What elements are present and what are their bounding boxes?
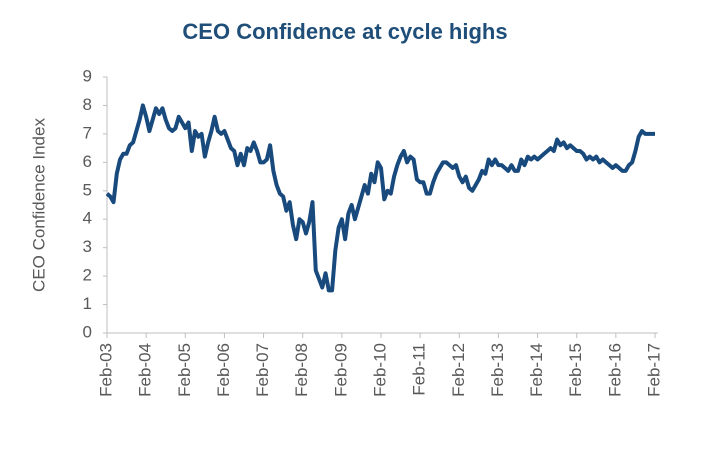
x-tick-label: Feb-16 [605, 343, 624, 397]
x-tick-label: Feb-11 [410, 343, 429, 396]
x-tick-label: Feb-13 [488, 343, 507, 397]
y-tick-label: 2 [83, 266, 92, 285]
x-tick-label: Feb-10 [370, 343, 389, 397]
x-tick-label: Feb-09 [331, 343, 350, 397]
data-line [105, 103, 655, 293]
x-tick-label: Feb-08 [292, 343, 311, 397]
x-tick-label: Feb-14 [527, 343, 546, 397]
y-tick-label: 1 [83, 294, 92, 313]
x-tick-label: Feb-06 [214, 343, 233, 397]
y-tick-label: 5 [83, 180, 92, 199]
y-tick-label: 4 [83, 209, 92, 228]
y-axis-label: CEO Confidence Index [29, 118, 48, 292]
y-tick-label: 6 [83, 152, 92, 171]
x-tick-label: Feb-07 [253, 343, 272, 397]
x-tick-label: Feb-17 [644, 343, 663, 397]
y-tick-label: 8 [83, 95, 92, 114]
x-tick-label: Feb-12 [449, 343, 468, 397]
y-tick-label: 7 [83, 123, 92, 142]
x-tick-label: Feb-04 [136, 343, 155, 397]
y-tick-label: 0 [83, 322, 92, 341]
x-tick-label: Feb-03 [96, 343, 115, 397]
x-tick-label: Feb-05 [175, 343, 194, 397]
x-tick-label: Feb-15 [566, 343, 585, 397]
chart-title: CEO Confidence at cycle highs [182, 19, 507, 44]
y-tick-label: 9 [83, 66, 92, 85]
y-tick-label: 3 [83, 237, 92, 256]
